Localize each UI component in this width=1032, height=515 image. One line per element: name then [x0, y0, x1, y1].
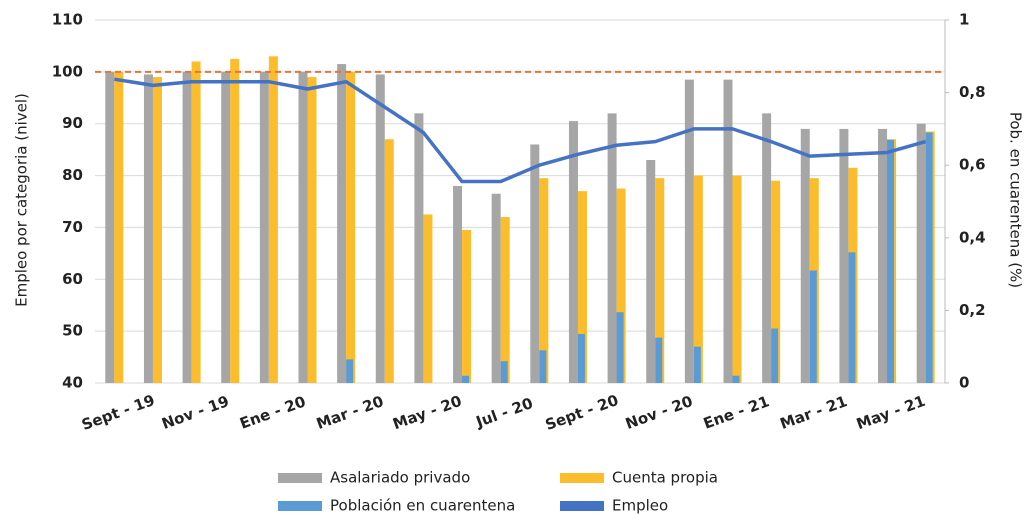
bar: [878, 128, 888, 383]
bar: [307, 77, 317, 384]
y2-tick-label: 0,4: [959, 228, 986, 246]
bar: [230, 58, 240, 384]
x-tick-label: Jul - 20: [473, 394, 535, 431]
y-tick-label: 70: [62, 218, 83, 236]
bar: [655, 178, 665, 383]
bar: [191, 61, 201, 383]
y2-tick-label: 0,6: [959, 156, 986, 174]
bar: [655, 337, 663, 383]
x-tick-label: May - 20: [390, 392, 464, 434]
legend-swatch: [560, 501, 604, 511]
bar: [453, 185, 463, 383]
y2-axis-title: Pob. en cuarentena (%): [1007, 112, 1025, 288]
y-tick-label: 40: [62, 374, 83, 392]
bar: [887, 139, 895, 383]
bar: [568, 121, 578, 383]
bar: [384, 139, 394, 383]
x-tick-label: Sept - 19: [79, 391, 157, 434]
y2-tick-label: 0,2: [959, 301, 986, 319]
bar: [423, 214, 433, 383]
y-tick-label: 80: [62, 166, 83, 184]
bar: [771, 328, 779, 383]
bar: [500, 361, 508, 383]
y-tick-label: 90: [62, 114, 83, 132]
bar: [616, 188, 626, 383]
bar: [925, 132, 933, 383]
bar: [346, 71, 356, 383]
y-axis-title: Empleo por categoria (nivel): [13, 93, 31, 307]
bar: [114, 71, 124, 383]
bar: [577, 333, 585, 383]
x-tick-label: Mar - 20: [314, 392, 386, 433]
bar: [221, 71, 231, 383]
bar: [105, 71, 115, 383]
bar: [462, 230, 472, 383]
bar: [500, 217, 510, 383]
bar: [491, 193, 501, 383]
x-tick-label: Nov - 20: [623, 392, 695, 433]
bar: [577, 191, 587, 383]
legend-label: Cuenta propia: [612, 469, 718, 487]
bar: [693, 175, 703, 383]
bar: [800, 128, 810, 383]
bar: [143, 74, 153, 383]
bar: [346, 359, 354, 383]
bar: [771, 180, 781, 383]
bar: [530, 144, 540, 383]
bar: [684, 79, 694, 383]
bar: [916, 123, 926, 383]
bar: [732, 375, 740, 383]
x-tick-label: Mar - 21: [778, 392, 850, 433]
bar: [462, 375, 470, 383]
bar: [693, 346, 701, 383]
y-tick-label: 50: [62, 322, 83, 340]
bar: [848, 252, 856, 383]
x-tick-label: Ene - 21: [701, 392, 772, 432]
legend-label: Empleo: [612, 497, 668, 515]
legend-swatch: [278, 473, 322, 483]
x-tick-label: May - 21: [854, 392, 928, 434]
bar: [375, 74, 385, 383]
bar: [809, 270, 817, 383]
x-tick-label: Nov - 19: [159, 392, 231, 433]
y2-tick-label: 1: [959, 11, 969, 29]
y-tick-label: 60: [62, 270, 83, 288]
bar: [539, 178, 549, 383]
legend-label: Población en cuarentena: [330, 497, 515, 515]
bar: [539, 350, 547, 383]
y-tick-label: 110: [52, 11, 83, 29]
bar: [259, 71, 269, 383]
bar: [616, 312, 624, 383]
legend-label: Asalariado privado: [330, 469, 470, 487]
bar: [337, 64, 347, 383]
bar: [762, 113, 772, 383]
bar: [152, 77, 162, 384]
y-tick-label: 100: [52, 62, 83, 80]
bar: [607, 113, 617, 383]
legend-swatch: [278, 501, 322, 511]
bar: [414, 113, 424, 383]
line: [114, 77, 927, 184]
y2-tick-label: 0,8: [959, 83, 986, 101]
bar: [723, 79, 733, 383]
x-tick-label: Sept - 20: [543, 391, 621, 434]
bar: [298, 71, 308, 383]
bar: [182, 71, 192, 383]
bar: [732, 175, 742, 383]
x-tick-label: Ene - 20: [237, 392, 308, 432]
bar: [646, 160, 656, 383]
legend-swatch: [560, 473, 604, 483]
bar: [268, 56, 278, 384]
y2-tick-label: 0: [959, 374, 969, 392]
bar: [839, 128, 849, 383]
